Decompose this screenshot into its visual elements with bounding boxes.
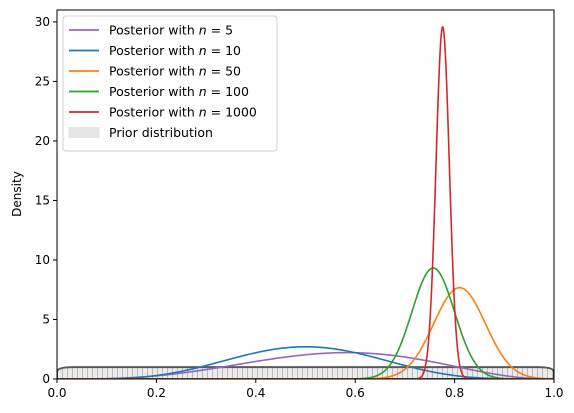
y-tick-label-6: 30 xyxy=(35,15,50,29)
y-tick-label-5: 25 xyxy=(35,74,50,88)
legend: Posterior with n = 5 Posterior with n = 1… xyxy=(62,15,278,152)
legend-label-prior: Prior distribution xyxy=(109,125,213,140)
legend-label-1: Posterior with n = 5 xyxy=(109,23,233,38)
x-tick-label-1: 0.2 xyxy=(147,386,166,400)
legend-box xyxy=(62,15,278,152)
legend-label-4: Posterior with n = 100 xyxy=(109,84,249,99)
y-tick-label-0: 0 xyxy=(42,372,50,386)
x-tick-label-5: 1.0 xyxy=(544,386,563,400)
y-axis: 0 5 10 15 20 25 30 xyxy=(35,15,57,386)
x-tick-label-3: 0.6 xyxy=(346,386,365,400)
series-line-2 xyxy=(57,345,554,379)
legend-swatch-prior xyxy=(68,127,100,138)
y-tick-label-3: 15 xyxy=(35,193,50,207)
x-tick-label-2: 0.4 xyxy=(246,386,265,400)
legend-label-3: Posterior with n = 50 xyxy=(109,64,241,79)
series-line-3 xyxy=(57,286,554,379)
series-line-4 xyxy=(57,267,554,379)
legend-label-5: Posterior with n = 1000 xyxy=(109,105,257,120)
y-tick-label-4: 20 xyxy=(35,134,50,148)
y-tick-label-1: 5 xyxy=(42,312,50,326)
legend-label-2: Posterior with n = 10 xyxy=(109,43,241,58)
y-axis-label: Density xyxy=(10,171,24,217)
y-tick-label-2: 10 xyxy=(35,253,50,267)
x-axis: 0.0 0.2 0.4 0.6 0.8 1.0 xyxy=(47,379,564,400)
x-tick-label-0: 0.0 xyxy=(47,386,66,400)
plot-frame xyxy=(56,9,555,380)
x-tick-label-4: 0.8 xyxy=(445,386,464,400)
